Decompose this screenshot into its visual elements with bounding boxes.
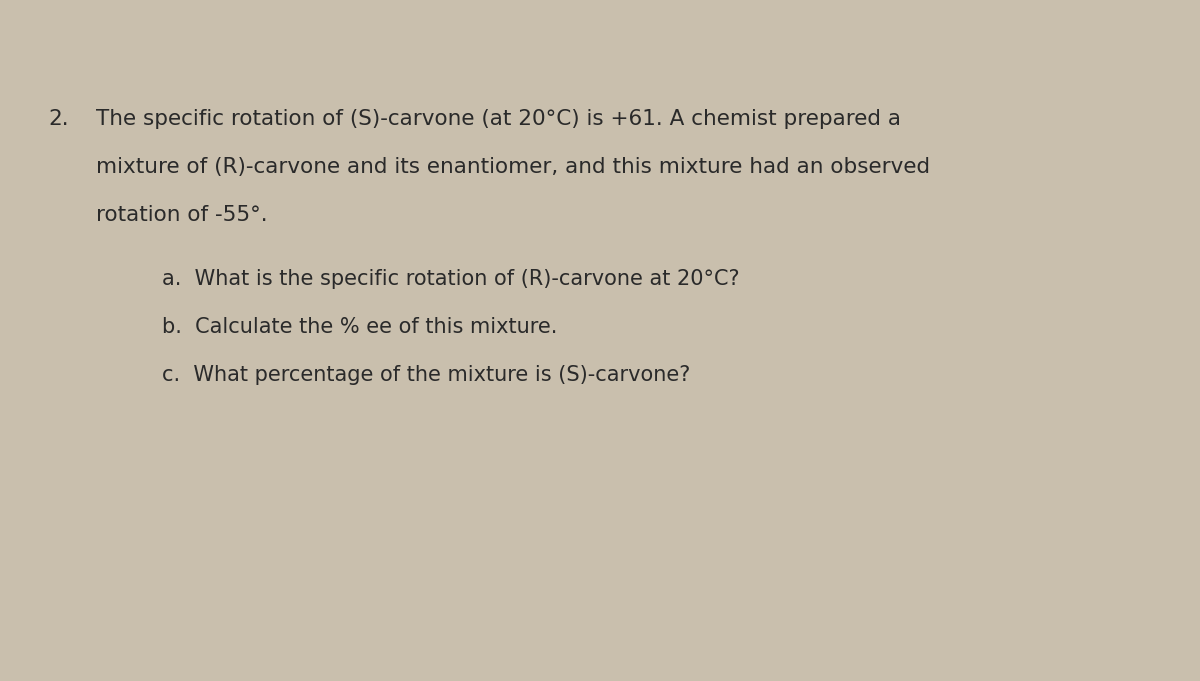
- Text: The specific rotation of (S)-carvone (at 20°C) is +61. A chemist prepared a: The specific rotation of (S)-carvone (at…: [96, 109, 901, 129]
- Text: mixture of (R)-carvone and its enantiomer, and this mixture had an observed: mixture of (R)-carvone and its enantiome…: [96, 157, 930, 177]
- Text: 2.: 2.: [48, 109, 68, 129]
- Text: rotation of -55°.: rotation of -55°.: [96, 204, 268, 225]
- Text: a.  What is the specific rotation of (R)-carvone at 20°C?: a. What is the specific rotation of (R)-…: [162, 269, 739, 289]
- Text: c.  What percentage of the mixture is (S)-carvone?: c. What percentage of the mixture is (S)…: [162, 364, 690, 385]
- Text: b.  Calculate the % ee of this mixture.: b. Calculate the % ee of this mixture.: [162, 317, 557, 337]
